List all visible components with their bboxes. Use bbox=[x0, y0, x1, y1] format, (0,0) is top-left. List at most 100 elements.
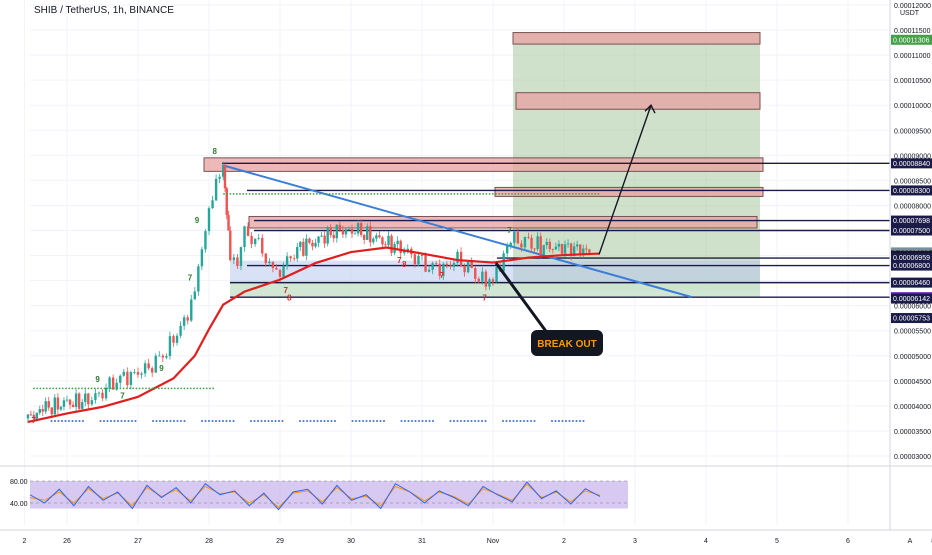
signal-dot bbox=[505, 420, 508, 422]
resistance-box[interactable] bbox=[494, 186, 764, 197]
candle-body bbox=[406, 248, 409, 251]
signal-dot bbox=[357, 193, 360, 195]
price-tag[interactable] bbox=[891, 215, 932, 226]
candle-body bbox=[338, 224, 342, 231]
candle-body bbox=[84, 393, 87, 403]
candle-body bbox=[456, 251, 459, 263]
trendline[interactable] bbox=[222, 164, 693, 299]
candle-body bbox=[488, 279, 491, 287]
signal-dot bbox=[539, 193, 542, 195]
signal-dot bbox=[323, 420, 326, 422]
signal-dot bbox=[379, 193, 382, 195]
breakout-callout[interactable] bbox=[531, 330, 603, 356]
candle-body bbox=[491, 279, 495, 282]
signal-dot bbox=[549, 193, 552, 195]
price-tag[interactable] bbox=[891, 277, 932, 288]
signal-dot bbox=[155, 420, 158, 422]
candle-body bbox=[572, 246, 576, 257]
price-tick-label: 0.00011500 bbox=[894, 28, 931, 35]
signal-dot bbox=[260, 420, 263, 422]
resistance-box[interactable] bbox=[248, 215, 758, 229]
signal-dot bbox=[33, 387, 35, 390]
candle-body bbox=[211, 200, 214, 209]
resistance-box[interactable] bbox=[203, 157, 764, 172]
signal-dot bbox=[568, 420, 571, 422]
candle-body bbox=[554, 246, 558, 250]
signal-dot bbox=[82, 420, 84, 422]
sequence-number: 8 bbox=[213, 147, 218, 156]
signal-dot bbox=[543, 193, 545, 195]
signal-dot bbox=[173, 387, 176, 390]
candle-body bbox=[229, 230, 232, 261]
signal-dot bbox=[125, 387, 128, 390]
signal-dot bbox=[360, 193, 363, 195]
resistance-box[interactable] bbox=[512, 32, 761, 45]
signal-dot bbox=[386, 193, 389, 195]
signal-dot bbox=[351, 420, 354, 422]
signal-dot bbox=[432, 420, 434, 422]
candle-body bbox=[179, 325, 182, 336]
signal-dot bbox=[501, 193, 504, 195]
candle-body bbox=[551, 249, 555, 251]
signal-dot bbox=[119, 387, 122, 390]
candle-body bbox=[536, 236, 539, 250]
time-tick-label: 29 bbox=[276, 538, 284, 545]
signal-dot bbox=[587, 193, 590, 195]
candle-body bbox=[513, 231, 516, 243]
signal-dot bbox=[594, 193, 597, 195]
signal-dot bbox=[328, 193, 331, 195]
candle-body bbox=[585, 248, 588, 250]
resistance-box[interactable] bbox=[515, 92, 761, 110]
candle-body bbox=[431, 263, 434, 270]
signal-dot bbox=[568, 193, 571, 195]
ema-line[interactable] bbox=[27, 246, 600, 423]
signal-dot bbox=[309, 420, 312, 422]
time-tick-label: 30 bbox=[347, 538, 355, 545]
signal-dot bbox=[87, 387, 90, 390]
price-tag[interactable] bbox=[891, 225, 932, 236]
candle-body bbox=[90, 400, 94, 405]
candle-body bbox=[253, 238, 257, 245]
candle-body bbox=[533, 248, 536, 250]
signal-dot bbox=[113, 387, 115, 390]
signal-dot bbox=[186, 387, 189, 390]
signal-dot bbox=[299, 193, 302, 195]
time-tick-label: 3 bbox=[633, 538, 637, 545]
signal-dot bbox=[558, 420, 560, 422]
signal-dot bbox=[527, 193, 529, 195]
candle-body bbox=[53, 397, 57, 415]
signal-dot bbox=[376, 193, 379, 195]
price-unit-label: USDT bbox=[900, 10, 920, 17]
price-tag[interactable] bbox=[891, 158, 932, 169]
candle-body bbox=[427, 269, 431, 272]
signal-dot bbox=[395, 193, 398, 195]
rsi-line[interactable] bbox=[29, 481, 601, 511]
signal-dot bbox=[477, 420, 480, 422]
price-tag[interactable] bbox=[891, 185, 932, 196]
candle-body bbox=[502, 253, 505, 272]
candle-body bbox=[151, 368, 154, 373]
signal-dot bbox=[481, 420, 483, 422]
candle-body bbox=[32, 414, 36, 419]
signal-dot bbox=[456, 420, 459, 422]
time-tick-label: Nov bbox=[487, 538, 500, 545]
price-tick-label: 0.00008500 bbox=[894, 178, 931, 185]
price-tag[interactable] bbox=[891, 252, 932, 263]
signal-dot bbox=[443, 193, 446, 195]
candle-body bbox=[275, 267, 278, 270]
time-tick-label: 5 bbox=[775, 538, 779, 545]
auto-scale-button[interactable]: A bbox=[908, 538, 913, 545]
price-tag[interactable] bbox=[891, 313, 932, 324]
signal-dot bbox=[325, 193, 328, 195]
price-tag[interactable] bbox=[891, 260, 932, 271]
candle-body bbox=[396, 240, 399, 245]
signal-dot bbox=[306, 193, 309, 195]
candle-body bbox=[495, 267, 498, 282]
price-tag[interactable] bbox=[891, 293, 932, 304]
price-tag[interactable] bbox=[891, 34, 932, 45]
projection-arrow[interactable] bbox=[598, 104, 652, 255]
sequence-number: 7 bbox=[397, 256, 402, 265]
candle-body bbox=[424, 254, 427, 272]
signal-dot bbox=[257, 420, 259, 422]
